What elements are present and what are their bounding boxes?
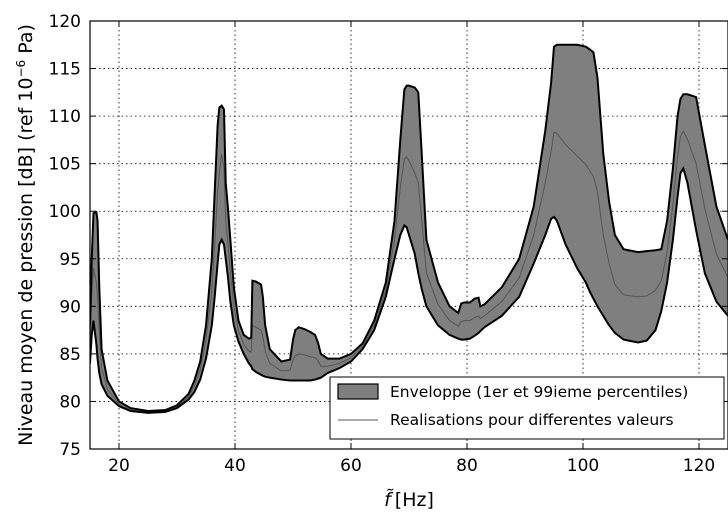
legend: Enveloppe (1er et 99ieme percentiles) Re… <box>329 376 725 440</box>
realisation-lines <box>90 130 728 413</box>
y-tick-label: 110 <box>49 107 81 127</box>
x-tick-label: 80 <box>456 456 478 476</box>
y-tick-label: 120 <box>49 12 81 32</box>
y-tick-label: 80 <box>59 392 81 412</box>
y-axis-label-main: Niveau moyen de pression [dB] (ref 10 <box>15 78 37 446</box>
legend-envelope-label: Enveloppe (1er et 99ieme percentiles) <box>390 383 688 401</box>
x-tick-label: 60 <box>340 456 362 476</box>
y-tick-label: 85 <box>59 345 81 365</box>
x-axis-symbol: f̃ <box>384 489 394 511</box>
legend-envelope-swatch <box>337 383 379 400</box>
envelope-area <box>90 44 728 413</box>
x-tick-label: 120 <box>683 456 715 476</box>
x-axis-label: f̃ [Hz] <box>384 489 434 511</box>
envelope-lower-edge <box>90 165 728 414</box>
y-tick-label: 90 <box>59 297 81 317</box>
realisation-line <box>90 130 728 413</box>
y-tick-label: 100 <box>49 202 81 222</box>
x-tick-label: 40 <box>224 456 246 476</box>
legend-realisation-label: Realisations pour differentes valeurs <box>390 411 674 429</box>
plot-area <box>90 43 728 414</box>
y-axis-label-end: Pa) <box>15 24 37 60</box>
legend-box <box>329 376 725 440</box>
x-tick-label: 100 <box>567 456 599 476</box>
y-ticks: 75 80 85 90 95 100 105 110 115 120 <box>49 12 728 460</box>
x-ticks: 20 40 60 80 100 120 <box>108 21 715 476</box>
y-tick-label: 115 <box>49 60 81 80</box>
axes-frame <box>89 20 728 450</box>
x-axis-unit: [Hz] <box>395 489 434 511</box>
y-tick-label: 105 <box>49 155 81 175</box>
x-tick-label: 20 <box>108 456 130 476</box>
envelope-upper-edge <box>90 43 728 412</box>
y-axis-label-exponent: −6 <box>14 60 28 78</box>
y-axis-label: Niveau moyen de pression [dB] (ref 10−6 … <box>14 24 37 446</box>
y-tick-label: 75 <box>59 440 81 460</box>
y-tick-label: 95 <box>59 250 81 270</box>
plot-frame <box>89 20 728 450</box>
